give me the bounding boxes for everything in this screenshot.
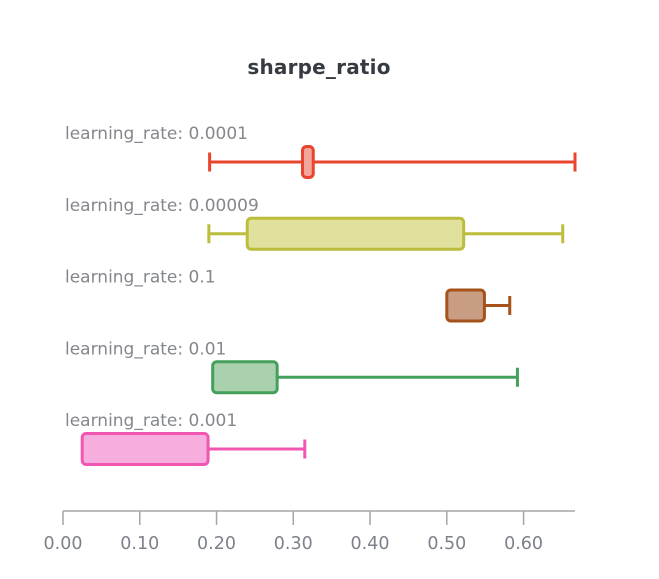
iqr-box[interactable] bbox=[245, 216, 466, 251]
box-row[interactable]: learning_rate: 0.01 bbox=[65, 339, 519, 395]
x-axis-tick-label: 0.20 bbox=[197, 534, 236, 554]
box-row-label: learning_rate: 0.0001 bbox=[65, 124, 248, 144]
x-axis-tick-label: 0.50 bbox=[427, 534, 466, 554]
box-row-label: learning_rate: 0.00009 bbox=[65, 196, 259, 216]
box-row[interactable]: learning_rate: 0.1 bbox=[65, 268, 512, 323]
x-axis-tick-label: 0.00 bbox=[44, 534, 83, 554]
x-axis-tick-label: 0.10 bbox=[120, 534, 159, 554]
x-axis-tick-label: 0.60 bbox=[504, 534, 543, 554]
iqr-box[interactable] bbox=[211, 360, 279, 395]
iqr-box[interactable] bbox=[300, 145, 315, 179]
box-row[interactable]: learning_rate: 0.0001 bbox=[65, 124, 577, 179]
iqr-box[interactable] bbox=[445, 288, 486, 323]
x-axis-tick-label: 0.40 bbox=[351, 534, 390, 554]
x-axis-tick-label: 0.30 bbox=[274, 534, 313, 554]
box-row[interactable]: learning_rate: 0.00009 bbox=[65, 196, 565, 251]
chart-title: sharpe_ratio bbox=[247, 55, 391, 79]
box-row-label: learning_rate: 0.001 bbox=[65, 411, 237, 431]
box-row-label: learning_rate: 0.1 bbox=[65, 268, 216, 288]
box-row-label: learning_rate: 0.01 bbox=[65, 339, 226, 359]
iqr-box[interactable] bbox=[80, 432, 210, 466]
box-row[interactable]: learning_rate: 0.001 bbox=[65, 411, 307, 466]
